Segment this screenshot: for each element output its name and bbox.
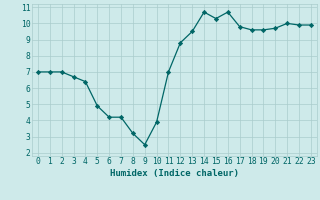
X-axis label: Humidex (Indice chaleur): Humidex (Indice chaleur): [110, 169, 239, 178]
